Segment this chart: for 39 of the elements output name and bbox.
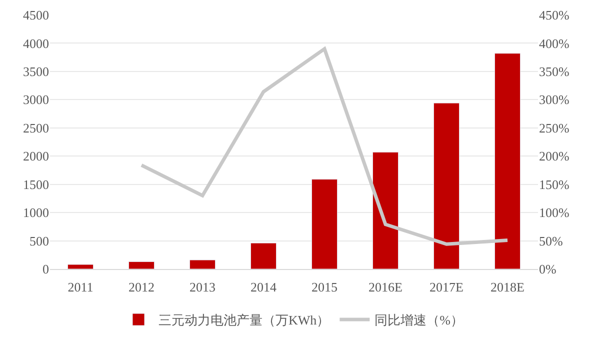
y-tick-label: 4500 [23,8,49,23]
bar [311,179,338,269]
y2-tick-label: 300% [539,92,570,108]
y2-tick-label: 350% [539,64,570,79]
y-tick-label: 3500 [23,64,49,79]
x-tick-label: 2016E [368,280,403,295]
y2-tick-label: 0% [539,262,556,277]
y-tick-label: 4000 [23,36,49,51]
y-tick-label: 2000 [23,148,49,164]
y-tick-label: 3000 [23,92,49,108]
y2-tick-label: 200% [539,148,570,164]
y2-tick-label: 100% [539,205,570,220]
x-tick-label: 2015 [312,280,338,295]
y2-tick-label: 50% [539,233,563,248]
bar [433,102,460,269]
bar [67,264,94,269]
bar [494,53,521,269]
bar [250,242,277,269]
x-tick-label: 2014 [250,280,277,295]
y-tick-label: 1500 [23,176,49,192]
y-tick-label: 500 [30,233,49,248]
y2-tick-label: 150% [539,176,570,192]
bar [128,261,155,269]
y-tick-label: 1000 [23,205,49,220]
y-tick-label: 2500 [23,120,49,136]
x-tick-label: 2012 [128,280,154,295]
y2-tick-label: 450% [539,8,570,23]
bar [189,260,216,269]
y2-tick-label: 250% [539,120,570,136]
line-series [140,47,510,246]
x-tick-label: 2018E [490,280,525,295]
x-tick-label: 2013 [190,280,216,295]
x-tick-label: 2017E [430,280,464,295]
y2-tick-label: 400% [539,36,570,51]
bar [372,152,399,269]
x-tick-label: 2011 [68,280,94,295]
legend-label: 三元动力电池产量（万KWh） [158,312,330,328]
legend-label: 同比增速（%） [374,312,464,328]
y-tick-label: 0 [42,262,49,277]
